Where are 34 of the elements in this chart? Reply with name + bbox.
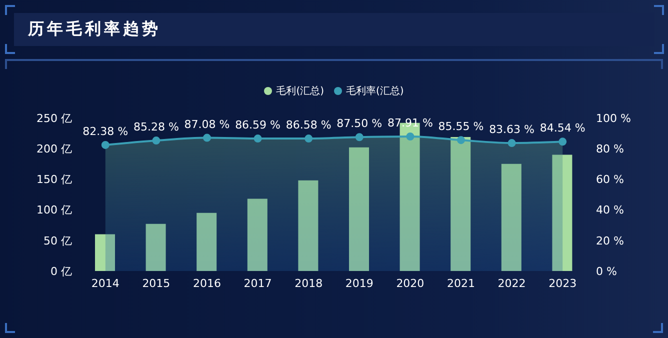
x-tick-label: 2021: [447, 276, 475, 290]
x-tick-label: 2015: [142, 276, 170, 290]
data-label: 85.55 %: [438, 120, 484, 134]
x-tick-label: 2022: [498, 276, 526, 290]
data-label: 87.08 %: [184, 118, 230, 131]
y2-tick-label: 20 %: [596, 234, 624, 248]
data-label: 84.54 %: [540, 122, 586, 135]
x-tick-label: 2018: [294, 276, 323, 290]
y-tick-label: 150 亿: [36, 173, 72, 186]
data-label: 82.38 %: [82, 124, 128, 138]
y-tick-label: 250 亿: [36, 112, 72, 125]
y-tick-label: 0 亿: [50, 264, 72, 278]
data-label: 83.63 %: [489, 123, 535, 136]
data-label: 86.58 %: [286, 118, 332, 132]
data-label: 85.28 %: [133, 120, 179, 134]
data-label: 86.59 %: [235, 118, 281, 132]
y2-tick-label: 0 %: [596, 264, 617, 278]
y2-tick-label: 100 %: [596, 112, 631, 125]
x-tick-label: 2019: [345, 276, 374, 290]
y2-tick-label: 60 %: [596, 173, 624, 186]
data-label: 87.50 %: [336, 117, 382, 130]
chart-title: 历年毛利率趋势: [28, 19, 161, 40]
legend-label: 毛利率(汇总): [346, 84, 404, 98]
x-tick-label: 2016: [193, 276, 221, 290]
x-tick-label: 2020: [396, 276, 424, 290]
y2-tick-label: 40 %: [596, 204, 624, 217]
y-tick-label: 50 亿: [44, 234, 72, 248]
legend-label: 毛利(汇总): [276, 84, 324, 98]
y-tick-label: 200 亿: [36, 142, 72, 156]
x-tick-label: 2017: [244, 276, 272, 290]
x-tick-label: 2023: [548, 276, 577, 290]
y2-tick-label: 80 %: [596, 142, 624, 156]
y-tick-label: 100 亿: [36, 204, 72, 217]
x-tick-label: 2014: [91, 276, 120, 290]
